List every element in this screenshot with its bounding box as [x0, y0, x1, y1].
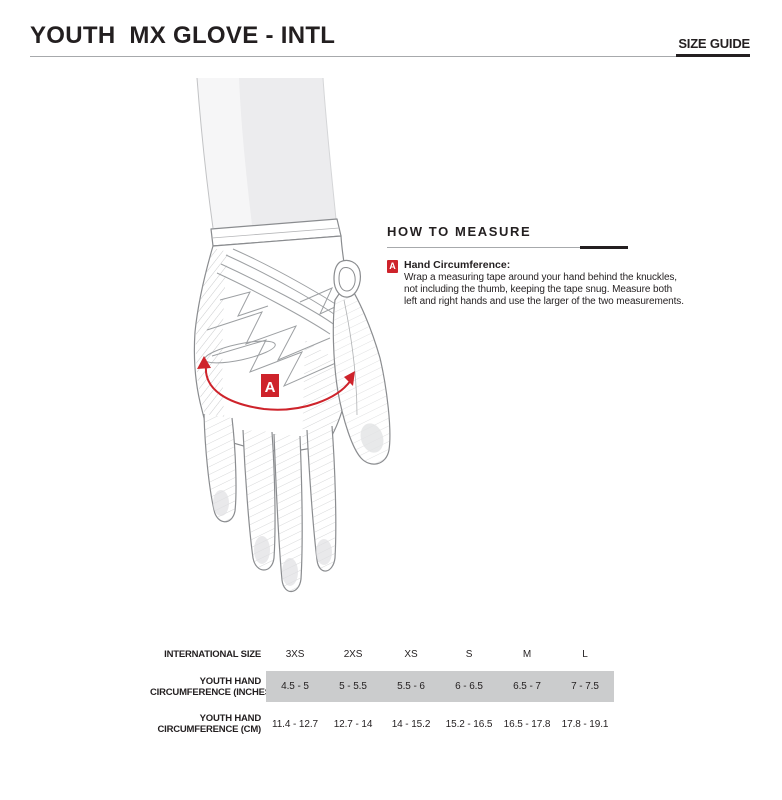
how-to-measure-rule — [387, 246, 752, 249]
range-cell: 12.7 - 14 — [333, 718, 373, 730]
rule-thin-segment — [387, 247, 580, 248]
hand-circumference-label: Hand Circumference: — [404, 259, 511, 271]
range-cell: 5.5 - 6 — [382, 671, 440, 702]
range-cell: 7 - 7.5 — [556, 671, 614, 702]
row-label: INTERNATIONAL SIZE — [164, 648, 261, 660]
size-cell: 3XS — [285, 648, 305, 660]
table-row-cm: YOUTH HAND CIRCUMFERENCE (CM) 11.4 - 12.… — [150, 706, 614, 742]
table-row-inches: YOUTH HAND CIRCUMFERENCE (INCHES) 4.5 - … — [150, 671, 614, 702]
glove-thumb — [332, 281, 391, 465]
size-cell: L — [582, 648, 588, 660]
range-cell: 14 - 15.2 — [391, 718, 431, 730]
header-rule-accent — [676, 54, 750, 57]
range-cell: 11.4 - 12.7 — [272, 718, 318, 730]
range-cell: 6 - 6.5 — [440, 671, 498, 702]
header-rule — [30, 56, 750, 57]
how-to-measure-section: HOW TO MEASURE A Hand Circumference: Wra… — [387, 224, 752, 308]
size-cell: XS — [404, 648, 418, 660]
marker-a-badge: A — [261, 374, 279, 397]
range-cell: 17.8 - 19.1 — [561, 718, 609, 730]
how-to-measure-heading: HOW TO MEASURE — [387, 224, 532, 239]
hand-circumference-text: Hand Circumference: Wrap a measuring tap… — [404, 259, 684, 308]
size-cell: 2XS — [343, 648, 363, 660]
star-logo-lines — [204, 287, 351, 388]
range-cell: 16.5 - 17.8 — [503, 718, 551, 730]
instruction-line: not including the thumb, keeping the tap… — [404, 284, 673, 295]
range-cell: 15.2 - 16.5 — [445, 718, 493, 730]
glove-pull-tab — [333, 259, 361, 298]
size-cell: S — [465, 648, 473, 660]
rule-thick-segment — [580, 246, 628, 249]
arc-arrow-right — [344, 371, 355, 386]
page-title: YOUTH MX GLOVE - INTL — [30, 22, 336, 49]
marker-a-letter: A — [265, 379, 276, 396]
range-cell: 5 - 5.5 — [324, 671, 382, 702]
palm-edge-hatch — [195, 248, 228, 436]
size-cell: M — [522, 648, 532, 660]
size-guide-label: SIZE GUIDE — [678, 36, 750, 51]
arm-graphic — [196, 77, 337, 229]
marker-a-chip: A — [387, 260, 398, 273]
hand-circumference-item: A Hand Circumference: Wrap a measuring t… — [387, 259, 752, 308]
arc-arrow-left — [197, 356, 211, 369]
instruction-line: Wrap a measuring tape around your hand b… — [404, 272, 677, 283]
row-label: YOUTH HAND CIRCUMFERENCE (CM) — [157, 713, 261, 735]
range-cell: 6.5 - 7 — [498, 671, 556, 702]
table-row-international-size: INTERNATIONAL SIZE 3XS 2XS XS S M L — [150, 644, 614, 664]
instruction-line: left and right hands and use the larger … — [404, 296, 684, 307]
measurement-arc — [197, 356, 355, 411]
range-cell: 4.5 - 5 — [266, 671, 324, 702]
row-label: YOUTH HAND CIRCUMFERENCE (INCHES) — [150, 675, 274, 698]
size-table: INTERNATIONAL SIZE 3XS 2XS XS S M L YOUT… — [0, 644, 782, 754]
glove-fingers — [203, 413, 337, 593]
glove-palm — [193, 235, 354, 452]
